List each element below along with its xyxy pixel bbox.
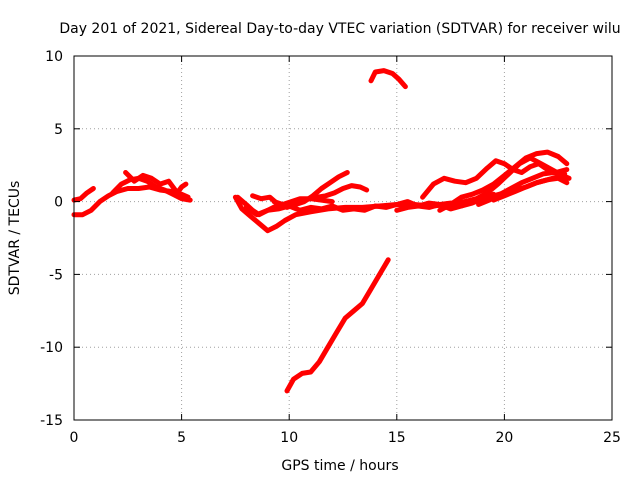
ticks <box>73 55 613 421</box>
series-arc-17 <box>491 175 570 203</box>
series-group <box>71 68 572 394</box>
y-tick-labels: -15 -10 -5 0 5 10 <box>40 49 63 429</box>
y-tick-label: -5 <box>49 267 63 283</box>
x-tick-label: 15 <box>388 430 406 446</box>
series-arc-3 <box>110 175 193 203</box>
plot-frame <box>73 55 613 421</box>
y-tick-label: -15 <box>40 413 63 429</box>
y-axis-label: SDTVAR / TECUs <box>7 181 23 296</box>
series-arc-11 <box>368 68 408 90</box>
y-tick-label: 10 <box>45 49 63 65</box>
y-tick-label: -10 <box>40 340 63 356</box>
x-tick-label: 0 <box>70 430 79 446</box>
x-tick-labels: 0 5 10 15 20 25 <box>70 430 621 446</box>
x-axis-label: GPS time / hours <box>281 458 398 474</box>
chart-title: Day 201 of 2021, Sidereal Day-to-day VTE… <box>59 21 620 37</box>
series-arc-1 <box>71 186 96 203</box>
y-tick-label: 5 <box>54 122 63 138</box>
series-arc-8 <box>250 170 350 210</box>
series-arc-10 <box>284 257 391 394</box>
x-tick-label: 20 <box>495 430 513 446</box>
x-tick-label: 10 <box>280 430 298 446</box>
x-tick-label: 5 <box>177 430 186 446</box>
series-arc-4 <box>123 170 189 196</box>
grid-lines <box>74 56 612 420</box>
y-tick-label: 0 <box>54 195 63 211</box>
series-arc-9 <box>271 183 370 207</box>
x-tick-label: 25 <box>603 430 621 446</box>
